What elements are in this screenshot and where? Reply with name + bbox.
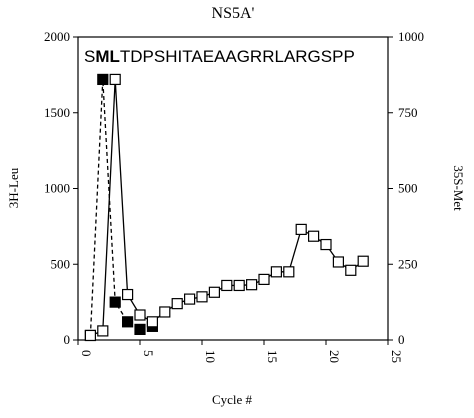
data-point (221, 279, 233, 292)
data-point (109, 296, 121, 308)
data-point (295, 223, 307, 236)
x-tick-label: 10 (203, 350, 218, 363)
data-point (283, 266, 295, 278)
data-point (134, 309, 146, 321)
data-point (357, 255, 369, 267)
data-point (146, 316, 158, 328)
data-point (270, 266, 282, 278)
x-tick-label: 25 (389, 350, 404, 363)
y2-tick-label: 750 (398, 105, 418, 120)
data-point (196, 291, 208, 303)
data-point (320, 238, 332, 251)
data-point (121, 288, 134, 301)
data-point (345, 264, 357, 276)
y2-tick-label: 500 (398, 181, 418, 196)
data-point (171, 298, 183, 310)
y-tick-label: 500 (51, 256, 71, 271)
sequence-part: ML (95, 47, 120, 66)
chart-title: NS5A' (212, 5, 255, 22)
series-line (89, 79, 153, 336)
data-point (159, 306, 171, 318)
data-point (97, 325, 109, 337)
sequence: SMLTDPSHITAEAAGRRLARGSPP (84, 47, 355, 66)
data-point (233, 279, 245, 292)
y-tick-label: 2000 (44, 29, 70, 44)
y-axis-label: 3H-Leu (6, 167, 21, 208)
x-tick-label: 0 (79, 350, 94, 357)
data-point (332, 256, 344, 268)
data-point (258, 273, 270, 285)
sequence-part: TDPSHITAEAAGRRLARGSPP (120, 47, 355, 66)
data-point (184, 293, 196, 305)
y2-tick-label: 1000 (398, 29, 424, 44)
data-point (97, 73, 109, 86)
x-tick-label: 20 (327, 350, 342, 363)
x-tick-label: 15 (265, 350, 280, 363)
y2-tick-label: 0 (398, 332, 405, 347)
y-tick-label: 0 (64, 332, 71, 347)
y-tick-label: 1500 (44, 105, 70, 120)
y-tick-label: 1000 (44, 181, 70, 196)
y2-axis-label: 35S-Met (451, 165, 466, 211)
data-point (246, 279, 258, 291)
data-point (121, 316, 134, 328)
y2-tick-label: 250 (398, 256, 418, 271)
data-point (208, 286, 220, 298)
sequence-part: S (84, 47, 95, 66)
data-point (84, 329, 97, 342)
data-point (134, 323, 146, 335)
data-point (109, 73, 121, 86)
x-tick-label: 5 (141, 350, 156, 357)
data-point (308, 230, 320, 242)
x-axis-label: Cycle # (212, 392, 253, 407)
